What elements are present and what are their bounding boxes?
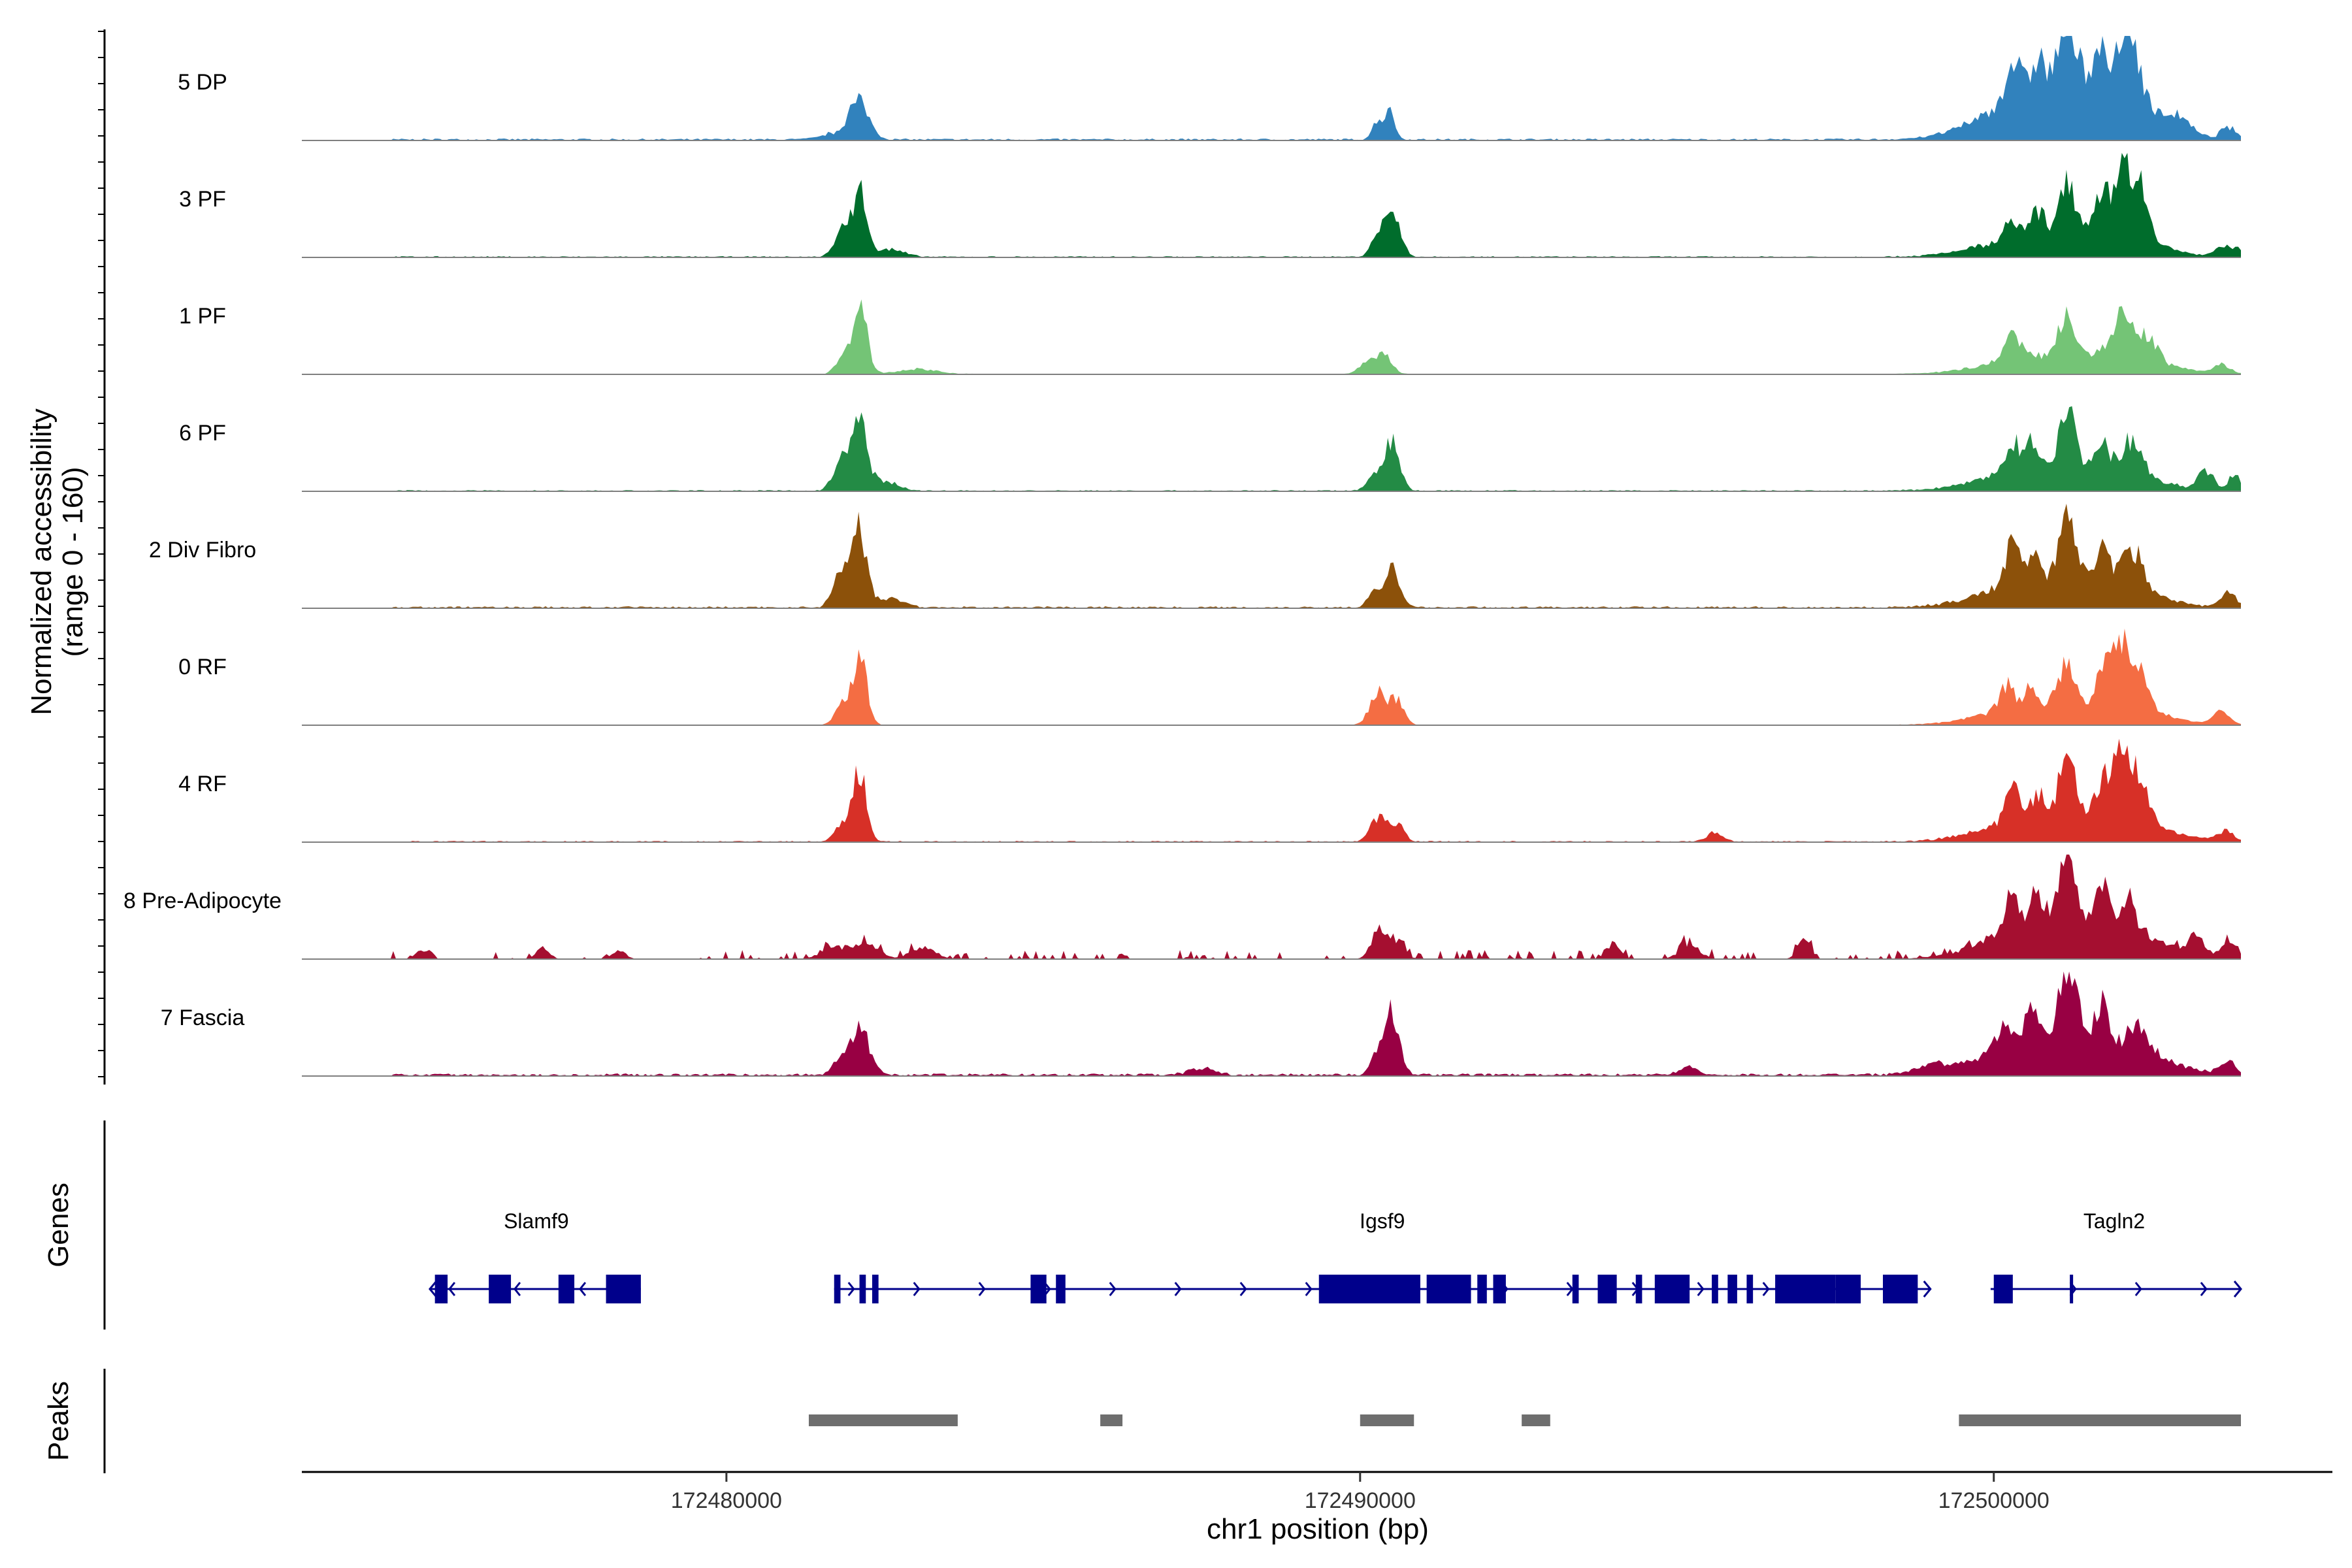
gene-exon	[872, 1275, 879, 1303]
x-tick-label: 172500000	[1938, 1488, 2050, 1513]
track-label: 0 RF	[178, 655, 227, 679]
gene-exon	[834, 1275, 841, 1303]
gene-exon	[1493, 1275, 1506, 1303]
coverage-tracks: 5 DP 3 PF 1 PF 6 PF 2 Div Fibro 0 RF 4 RF 8 Pre…	[123, 36, 2241, 1077]
strand-arrow	[847, 1282, 855, 1296]
coverage-track: 5 DP	[178, 36, 2241, 141]
coverage-track: 4 RF	[178, 738, 2241, 843]
x-axis-title: chr1 position (bp)	[1207, 1513, 1429, 1545]
strand-arrow	[1305, 1282, 1313, 1296]
peak-region	[1959, 1414, 2241, 1426]
gene-name-label: Slamf9	[504, 1209, 569, 1233]
gene-model: Igsf9	[834, 1209, 1932, 1303]
coverage-track: 0 RF	[178, 629, 2241, 726]
gene-exon	[606, 1275, 641, 1303]
strand-arrow	[448, 1282, 456, 1296]
track-label: 3 PF	[179, 187, 226, 212]
x-axis-ticks: 172480000 172490000 172500000	[671, 1472, 2050, 1513]
gene-model: Tagln2	[1990, 1209, 2242, 1303]
gene-track: Slamf9 Igsf9 Tagln2	[428, 1209, 2242, 1303]
strand-arrow	[913, 1282, 921, 1296]
gene-exon	[1712, 1275, 1718, 1303]
strand-arrow	[2200, 1282, 2208, 1296]
strand-arrow	[514, 1282, 521, 1296]
coverage-track: 6 PF	[179, 406, 2241, 492]
gene-exon	[558, 1275, 575, 1303]
peak-region	[808, 1414, 958, 1426]
strand-arrow	[1762, 1282, 1770, 1296]
gene-exon	[2070, 1275, 2074, 1303]
track-label: 7 Fascia	[161, 1005, 245, 1030]
track-label: 2 Div Fibro	[149, 538, 256, 563]
strand-arrow	[1174, 1282, 1182, 1296]
coverage-area	[302, 153, 2241, 257]
gene-exon	[1746, 1275, 1754, 1303]
strand-arrow	[1239, 1282, 1247, 1296]
genes-track-title: Genes	[42, 1183, 74, 1267]
coverage-track: 7 Fascia	[161, 972, 2241, 1077]
gene-exon	[1775, 1275, 1836, 1303]
coverage-area	[302, 36, 2241, 140]
gene-exon	[1030, 1275, 1047, 1303]
gene-exon	[1993, 1275, 2013, 1303]
gene-model: Slamf9	[428, 1209, 641, 1303]
coverage-area	[302, 504, 2241, 608]
strand-arrow	[428, 1281, 438, 1298]
track-label: 1 PF	[179, 304, 226, 329]
coverage-y-ticks	[98, 31, 105, 1077]
track-label: 5 DP	[178, 70, 227, 95]
gene-exon	[1882, 1275, 1918, 1303]
peak-region	[1360, 1414, 1414, 1426]
peak-region	[1522, 1414, 1550, 1426]
x-tick-label: 172480000	[671, 1488, 782, 1513]
x-tick-label: 172490000	[1305, 1488, 1416, 1513]
gene-exon	[1477, 1275, 1487, 1303]
gene-exon	[1597, 1275, 1617, 1303]
gene-exon	[1727, 1275, 1737, 1303]
coverage-track: 2 Div Fibro	[149, 504, 2241, 609]
strand-arrow	[2233, 1281, 2242, 1298]
coverage-area	[302, 299, 2241, 374]
coverage-track: 1 PF	[179, 299, 2241, 375]
strand-arrow	[1109, 1282, 1117, 1296]
strand-arrow	[2134, 1282, 2142, 1296]
peaks-track-title: Peaks	[42, 1381, 74, 1461]
track-label: 4 RF	[178, 772, 227, 796]
strand-arrow	[1697, 1282, 1705, 1296]
strand-arrow	[978, 1282, 986, 1296]
strand-arrow	[1923, 1281, 1932, 1298]
coverage-track: 8 Pre-Adipocyte	[123, 855, 2241, 960]
coverage-area	[302, 855, 2241, 959]
gene-exon	[859, 1275, 866, 1303]
y-axis-title: Normalized accessibility (range 0 - 160)	[25, 408, 89, 715]
y-axis-range-label: (range 0 - 160)	[57, 466, 89, 657]
gene-exon	[1426, 1275, 1471, 1303]
coverage-area	[302, 406, 2241, 491]
gene-exon	[1318, 1275, 1420, 1303]
y-axis-label: Normalized accessibility	[25, 408, 57, 715]
coverage-area	[302, 738, 2241, 842]
gene-name-label: Igsf9	[1360, 1209, 1405, 1233]
gene-exon	[489, 1275, 512, 1303]
gene-exon	[1572, 1275, 1579, 1303]
gene-exon	[1635, 1275, 1642, 1303]
gene-exon	[434, 1275, 448, 1303]
strand-arrow	[579, 1282, 587, 1296]
gene-exon	[1835, 1275, 1861, 1303]
track-label: 8 Pre-Adipocyte	[123, 889, 282, 913]
coverage-area	[302, 629, 2241, 725]
track-label: 6 PF	[179, 421, 226, 446]
peak-region	[1100, 1414, 1123, 1426]
coverage-track: 3 PF	[179, 153, 2241, 258]
coverage-area	[302, 972, 2241, 1076]
gene-exon	[1654, 1275, 1690, 1303]
gene-name-label: Tagln2	[2083, 1209, 2145, 1233]
peak-track	[808, 1414, 2241, 1426]
gene-exon	[1056, 1275, 1066, 1303]
